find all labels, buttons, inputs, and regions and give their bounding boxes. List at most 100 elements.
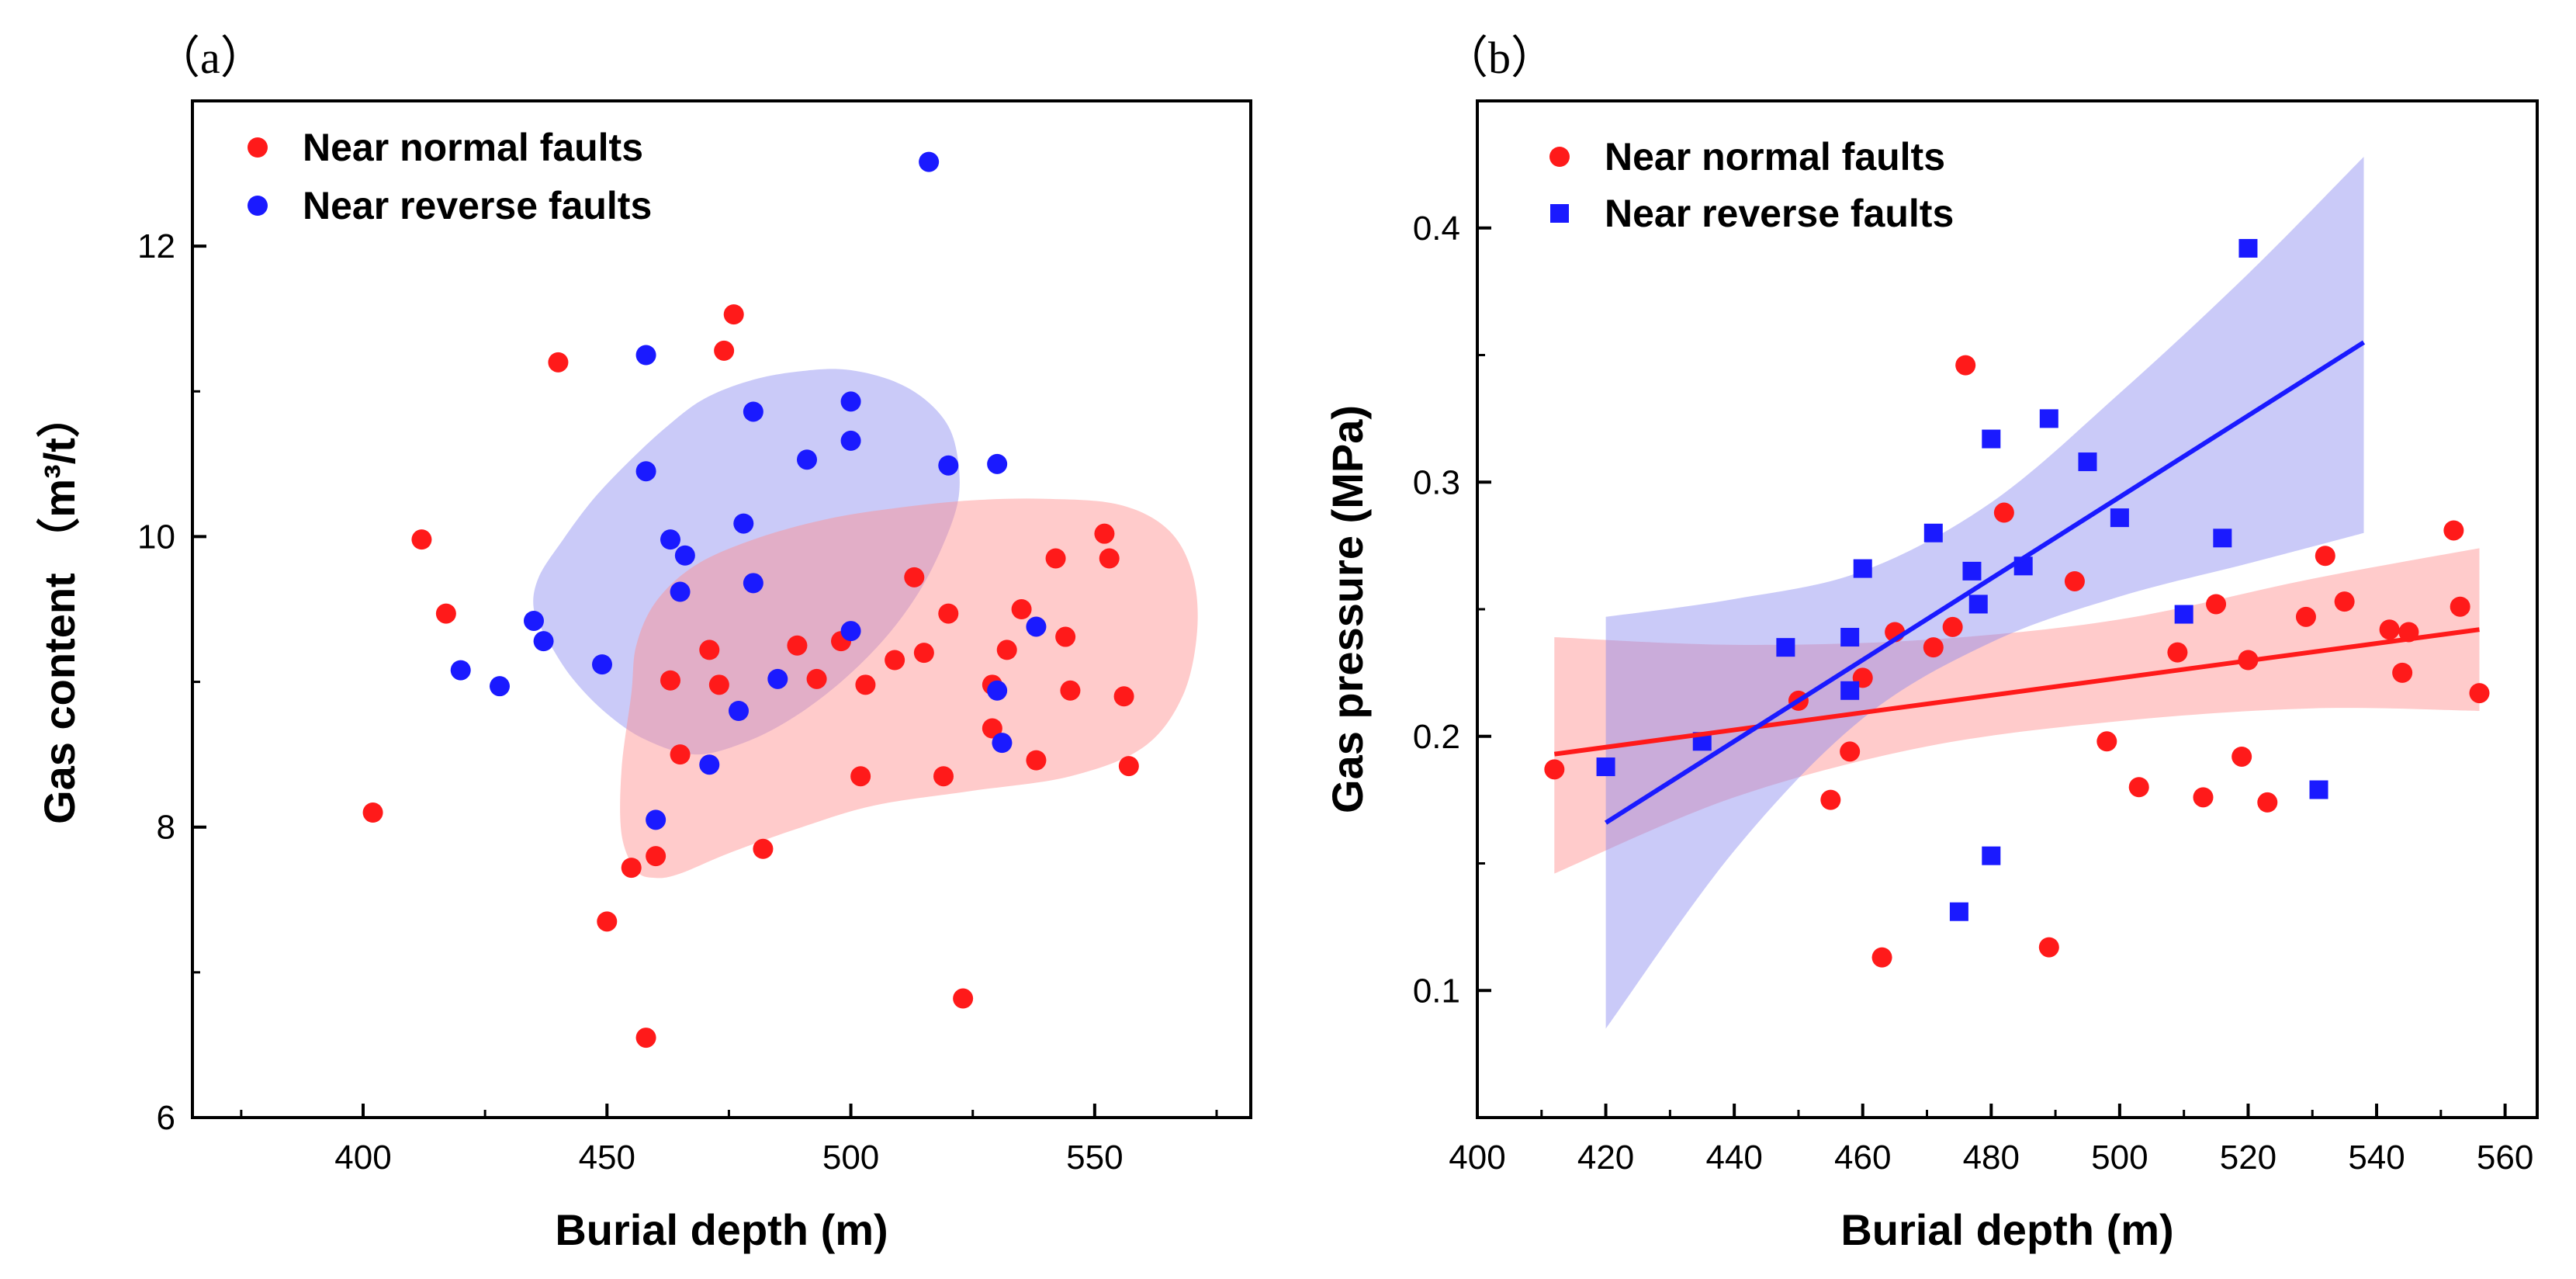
- normal-fault-point: [1871, 947, 1892, 968]
- normal-fault-point: [1045, 548, 1066, 569]
- normal-fault-point: [1942, 616, 1963, 637]
- x-tick-label: 550: [1066, 1139, 1123, 1177]
- normal-fault-point: [953, 988, 974, 1009]
- reverse-fault-point: [2213, 529, 2232, 548]
- reverse-fault-point: [987, 680, 1008, 701]
- x-tick-label: 460: [1834, 1139, 1891, 1177]
- reverse-fault-point: [2309, 780, 2328, 799]
- reverse-fault-point: [1982, 846, 2001, 865]
- panel-b-y-axis-label: Gas pressure (MPa): [1323, 405, 1372, 813]
- normal-fault-point: [708, 674, 729, 695]
- normal-fault-point: [670, 744, 691, 765]
- panel-b-legend-label-normal: Near normal faults: [1605, 135, 1945, 179]
- normal-fault-point: [933, 766, 954, 787]
- reverse-fault-point: [1923, 523, 1943, 542]
- normal-fault-point: [885, 650, 905, 671]
- normal-fault-point: [699, 640, 720, 660]
- normal-fault-point: [621, 858, 642, 879]
- panel-b-axes: 400 420 440 460 480 500 520 540 560 0.1 0.2 0.3 0.4: [1413, 210, 2533, 1177]
- normal-fault-point: [753, 838, 774, 859]
- normal-fault-point: [904, 567, 925, 588]
- normal-fault-point: [855, 674, 876, 695]
- panel-b-confidence-bands: [1554, 157, 2480, 1029]
- panel-b-legend-marker-normal: [1549, 147, 1570, 167]
- panel-b-label: （b）: [1443, 33, 1556, 83]
- reverse-fault-point: [2110, 508, 2129, 528]
- panel-a-plot-frame: [191, 99, 1252, 1119]
- panel-b-legend-label-reverse: Near reverse faults: [1605, 192, 1954, 235]
- panel-b: （b） 400 420 440 460 480 500 520 540 560 0.1 0.2 0.3…: [1323, 33, 2539, 1254]
- panel-a-legend-marker-normal: [248, 137, 268, 158]
- panel-a-legend-label-reverse: Near reverse faults: [303, 184, 652, 227]
- normal-fault-point: [2295, 606, 2316, 627]
- normal-fault-point: [2392, 662, 2413, 683]
- panel-b-legend: Near normal faults Near reverse faults: [1549, 135, 1954, 235]
- reverse-fault-point: [2039, 409, 2058, 428]
- normal-fault-point: [1094, 523, 1115, 544]
- normal-fault-point: [1820, 789, 1841, 810]
- normal-fault-point: [2167, 642, 2188, 663]
- normal-fault-point: [646, 846, 667, 867]
- normal-fault-point: [1544, 759, 1565, 780]
- normal-fault-point: [714, 340, 735, 361]
- normal-fault-point: [635, 1028, 656, 1049]
- reverse-fault-point: [1596, 757, 1615, 777]
- normal-fault-point: [2315, 546, 2335, 567]
- reverse-fault-point: [592, 654, 612, 675]
- panel-a-points: [362, 151, 1139, 1049]
- x-tick-label: 480: [1963, 1139, 2020, 1177]
- normal-fault-point: [2334, 591, 2355, 612]
- x-tick-label: 500: [822, 1139, 879, 1177]
- normal-fault-point: [913, 643, 934, 664]
- reverse-fault-point: [1026, 616, 1047, 637]
- reverse-fault-point: [699, 754, 720, 775]
- normal-fault-point: [1955, 355, 1976, 376]
- reverse-fault-point: [987, 453, 1008, 474]
- normal-fault-point: [2128, 777, 2149, 798]
- normal-fault-confidence-band: [1554, 548, 2480, 874]
- normal-fault-point: [2038, 937, 2059, 958]
- reverse-fault-point: [524, 610, 544, 631]
- normal-fault-point: [723, 304, 744, 325]
- reverse-fault-point: [646, 809, 667, 830]
- reverse-fault-point: [1840, 628, 1860, 647]
- normal-fault-point: [2469, 683, 2490, 704]
- x-tick-label: 560: [2477, 1139, 2533, 1177]
- normal-fault-point: [2450, 596, 2470, 617]
- normal-fault-point: [597, 911, 618, 932]
- panel-a-x-axis-label: Burial depth (m): [555, 1205, 888, 1254]
- x-tick-label: 440: [1705, 1139, 1762, 1177]
- panel-b-points: [1544, 238, 2490, 968]
- reverse-fault-point: [1968, 594, 1988, 614]
- reverse-fault-point: [635, 345, 656, 366]
- normal-fault-point: [660, 670, 680, 691]
- reverse-fault-point: [733, 513, 754, 534]
- panel-a-legend: Near normal faults Near reverse faults: [248, 126, 652, 227]
- x-tick-label: 400: [334, 1139, 391, 1177]
- reverse-fault-point: [450, 660, 471, 681]
- normal-fault-point: [1011, 599, 1032, 619]
- panel-b-x-axis-label: Burial depth (m): [1840, 1205, 2173, 1254]
- normal-fault-point: [1840, 741, 1861, 762]
- y-tick-label: 0.1: [1413, 972, 1460, 1010]
- normal-fault-point: [2096, 731, 2117, 752]
- reverse-fault-point: [840, 391, 861, 412]
- normal-fault-point: [2257, 792, 2278, 813]
- normal-fault-point: [1993, 502, 2014, 523]
- panel-a-y-axis-label: Gas content （m³/t）: [35, 394, 84, 824]
- y-tick-label: 8: [157, 809, 175, 847]
- panel-a-label: （a）: [155, 33, 265, 83]
- normal-fault-point: [2064, 570, 2085, 591]
- normal-fault-envelope: [620, 498, 1198, 879]
- normal-fault-point: [2231, 746, 2252, 767]
- y-tick-label: 0.4: [1413, 210, 1460, 248]
- panel-b-fit-lines: [1553, 340, 2480, 825]
- x-tick-label: 420: [1577, 1139, 1634, 1177]
- reverse-fault-point: [1949, 902, 1968, 921]
- reverse-fault-point: [1982, 429, 2001, 449]
- normal-fault-point: [787, 635, 808, 656]
- reverse-fault-point: [938, 455, 959, 476]
